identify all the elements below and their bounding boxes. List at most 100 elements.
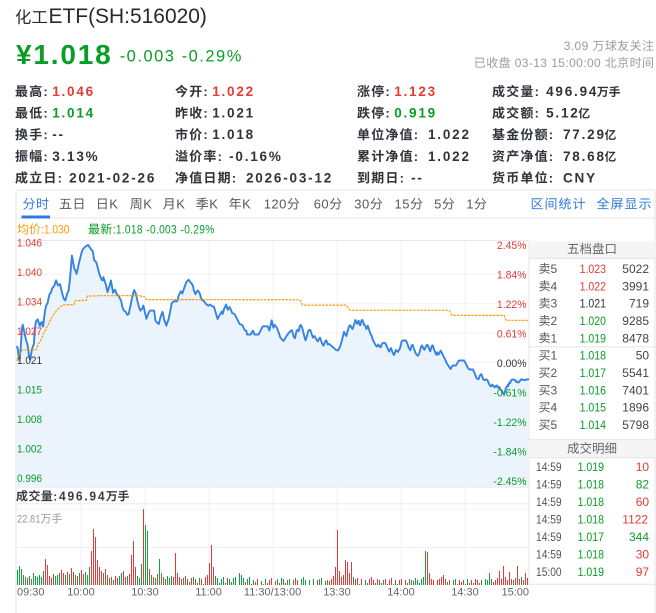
- svg-text:1.019: 1.019: [578, 565, 605, 579]
- svg-text:-0.003: -0.003: [120, 48, 176, 66]
- svg-text:14:30: 14:30: [451, 587, 479, 599]
- svg-text:2.45%: 2.45%: [497, 240, 527, 252]
- svg-text:K: K: [242, 197, 251, 212]
- svg-text:1.018: 1.018: [578, 495, 605, 509]
- svg-text:14:59: 14:59: [536, 515, 562, 527]
- svg-text:14:59: 14:59: [536, 550, 562, 562]
- svg-text::: :: [414, 149, 420, 164]
- svg-text:ETF(SH:516020): ETF(SH:516020): [49, 3, 207, 28]
- svg-text:8478: 8478: [622, 331, 649, 345]
- svg-text:09:30: 09:30: [17, 587, 45, 599]
- svg-text:2021-02-26: 2021-02-26: [69, 170, 156, 185]
- svg-text:3: 3: [551, 297, 558, 311]
- svg-text:4: 4: [551, 279, 558, 293]
- svg-text:5541: 5541: [622, 366, 649, 380]
- svg-text::: :: [232, 170, 238, 185]
- svg-text:-0.61%: -0.61%: [493, 387, 526, 399]
- svg-text:0.61%: 0.61%: [497, 329, 527, 341]
- svg-text:1.022: 1.022: [580, 279, 607, 293]
- svg-text:1.22%: 1.22%: [497, 299, 527, 311]
- svg-text::: :: [549, 149, 555, 164]
- svg-text:-1.84%: -1.84%: [493, 446, 526, 458]
- svg-text:1: 1: [551, 331, 558, 345]
- svg-text:7401: 7401: [622, 383, 649, 397]
- svg-text:1: 1: [551, 349, 558, 363]
- svg-text:1.020: 1.020: [580, 314, 607, 328]
- svg-text:60: 60: [636, 495, 650, 509]
- svg-text::: :: [43, 106, 49, 121]
- svg-text:15:00:00: 15:00:00: [551, 56, 601, 70]
- svg-text:15:00: 15:00: [502, 587, 530, 599]
- svg-text:5.12: 5.12: [546, 106, 579, 121]
- svg-text::1.018: :1.018: [113, 223, 143, 237]
- svg-text:-0.29%: -0.29%: [181, 223, 215, 237]
- svg-text::: :: [549, 127, 555, 142]
- svg-text:3: 3: [551, 383, 558, 397]
- svg-text:-0.003: -0.003: [146, 223, 177, 237]
- svg-text:1.002: 1.002: [17, 444, 42, 456]
- svg-text:10: 10: [636, 460, 650, 474]
- svg-text:3.13%: 3.13%: [52, 149, 99, 164]
- svg-text:1.022: 1.022: [428, 127, 471, 142]
- svg-text::: :: [535, 106, 541, 121]
- svg-text:1.021: 1.021: [212, 106, 255, 121]
- svg-text::: :: [549, 170, 555, 185]
- svg-text:1122: 1122: [622, 513, 648, 527]
- svg-text:2: 2: [551, 366, 558, 380]
- svg-text:-1.22%: -1.22%: [493, 417, 526, 429]
- svg-text:1.017: 1.017: [578, 530, 605, 544]
- svg-text:14:59: 14:59: [536, 462, 562, 474]
- svg-text::: :: [535, 84, 541, 99]
- svg-text:5: 5: [551, 262, 558, 276]
- svg-text:1.040: 1.040: [17, 267, 42, 279]
- svg-text:1.046: 1.046: [17, 237, 42, 249]
- svg-text:22.81: 22.81: [17, 514, 40, 526]
- svg-text:97: 97: [636, 565, 650, 579]
- svg-text:1.027: 1.027: [17, 326, 42, 338]
- svg-text:30: 30: [354, 197, 369, 212]
- svg-text::: :: [203, 106, 209, 121]
- svg-text::: :: [43, 149, 49, 164]
- svg-text:-0.16%: -0.16%: [229, 149, 283, 164]
- svg-text::: :: [203, 84, 209, 99]
- svg-text:5: 5: [434, 197, 442, 212]
- svg-text::: :: [58, 170, 64, 185]
- svg-text:1.84%: 1.84%: [497, 270, 527, 282]
- svg-text:1.123: 1.123: [394, 84, 437, 99]
- svg-text::: :: [385, 106, 391, 121]
- svg-text:1896: 1896: [622, 401, 649, 415]
- svg-text:1.023: 1.023: [580, 262, 607, 276]
- svg-text:9285: 9285: [622, 314, 649, 328]
- svg-text:14:00: 14:00: [387, 587, 415, 599]
- svg-text:1.018: 1.018: [580, 349, 607, 363]
- svg-text:1.014: 1.014: [52, 106, 95, 121]
- svg-text:1: 1: [466, 197, 474, 212]
- svg-text:15: 15: [395, 197, 410, 212]
- svg-text:50: 50: [636, 349, 650, 363]
- svg-text:10:00: 10:00: [67, 587, 95, 599]
- svg-text:2: 2: [551, 314, 558, 328]
- svg-text:496.94: 496.94: [59, 488, 106, 503]
- svg-text:344: 344: [629, 530, 649, 544]
- svg-text:1.014: 1.014: [580, 418, 607, 432]
- svg-text:K: K: [109, 197, 118, 212]
- svg-text:1.018: 1.018: [578, 513, 605, 527]
- svg-text:5: 5: [551, 418, 558, 432]
- svg-text:1.015: 1.015: [17, 385, 42, 397]
- svg-text:78.68: 78.68: [563, 149, 606, 164]
- svg-text:1.034: 1.034: [17, 296, 42, 308]
- svg-text:496.94: 496.94: [546, 84, 598, 99]
- svg-text:CNY: CNY: [563, 170, 597, 185]
- svg-text:15:00: 15:00: [536, 567, 562, 579]
- svg-text:14:59: 14:59: [536, 480, 562, 492]
- svg-text:1.015: 1.015: [580, 401, 607, 415]
- svg-text:11:30/13:00: 11:30/13:00: [244, 587, 301, 599]
- svg-text:120: 120: [264, 197, 287, 212]
- svg-text:1.017: 1.017: [580, 366, 607, 380]
- svg-text:--: --: [52, 127, 65, 142]
- svg-text:11:00: 11:00: [195, 587, 222, 599]
- svg-text:13:30: 13:30: [323, 587, 351, 599]
- svg-text:0.996: 0.996: [17, 473, 42, 485]
- svg-text::: :: [218, 149, 224, 164]
- svg-text:1.016: 1.016: [580, 383, 607, 397]
